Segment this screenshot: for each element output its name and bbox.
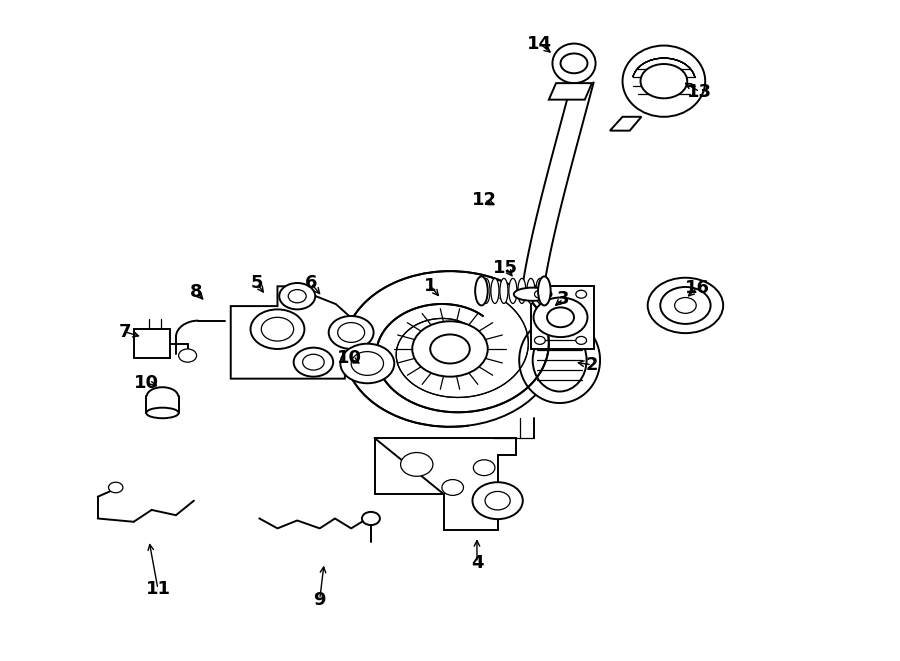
Text: 3: 3 [557, 290, 570, 308]
Ellipse shape [623, 46, 706, 117]
Circle shape [430, 334, 470, 364]
Ellipse shape [491, 278, 499, 303]
Text: 1: 1 [424, 277, 436, 295]
Text: 9: 9 [313, 591, 326, 609]
Ellipse shape [518, 278, 526, 303]
Circle shape [535, 290, 545, 298]
Polygon shape [531, 286, 594, 349]
Circle shape [178, 349, 196, 362]
Circle shape [344, 271, 556, 427]
Circle shape [338, 323, 364, 342]
Circle shape [576, 336, 587, 344]
Circle shape [328, 316, 374, 349]
Circle shape [485, 491, 510, 510]
Circle shape [293, 348, 333, 377]
Circle shape [261, 317, 293, 341]
Circle shape [288, 290, 306, 303]
Text: 10: 10 [134, 374, 158, 392]
Text: 12: 12 [472, 191, 497, 209]
Ellipse shape [500, 278, 508, 303]
Polygon shape [610, 117, 642, 131]
Text: 6: 6 [304, 274, 317, 292]
Text: 13: 13 [688, 83, 712, 100]
Ellipse shape [482, 278, 490, 303]
Circle shape [534, 297, 588, 337]
Ellipse shape [519, 317, 600, 403]
Ellipse shape [538, 276, 551, 305]
Circle shape [661, 287, 711, 324]
Circle shape [641, 64, 688, 98]
Circle shape [412, 321, 488, 377]
Circle shape [472, 483, 523, 519]
Ellipse shape [514, 288, 552, 301]
Circle shape [279, 283, 315, 309]
Text: 10: 10 [337, 349, 362, 368]
Text: 2: 2 [586, 356, 598, 374]
Text: 7: 7 [119, 323, 131, 341]
Ellipse shape [508, 278, 517, 303]
Circle shape [675, 297, 697, 313]
Circle shape [576, 290, 587, 298]
Polygon shape [134, 329, 169, 358]
Circle shape [561, 54, 588, 73]
Text: 11: 11 [146, 580, 170, 598]
Polygon shape [230, 286, 356, 379]
Text: 5: 5 [250, 274, 263, 292]
Circle shape [400, 453, 433, 477]
Ellipse shape [526, 278, 535, 303]
Circle shape [535, 336, 545, 344]
Text: 16: 16 [685, 279, 709, 297]
Ellipse shape [147, 408, 178, 418]
Circle shape [109, 483, 123, 492]
Circle shape [547, 307, 574, 327]
Circle shape [473, 460, 495, 476]
Polygon shape [549, 83, 592, 100]
Polygon shape [374, 438, 516, 530]
Circle shape [362, 512, 380, 525]
Text: 8: 8 [190, 284, 203, 301]
Circle shape [340, 344, 394, 383]
Ellipse shape [536, 278, 544, 303]
Circle shape [442, 480, 464, 495]
Circle shape [250, 309, 304, 349]
Circle shape [302, 354, 324, 370]
Text: 14: 14 [527, 34, 553, 53]
Ellipse shape [553, 44, 596, 83]
Circle shape [648, 278, 724, 333]
Circle shape [351, 352, 383, 375]
Ellipse shape [475, 276, 488, 305]
Text: 15: 15 [493, 259, 518, 277]
Ellipse shape [533, 329, 587, 391]
Text: 4: 4 [471, 554, 483, 572]
